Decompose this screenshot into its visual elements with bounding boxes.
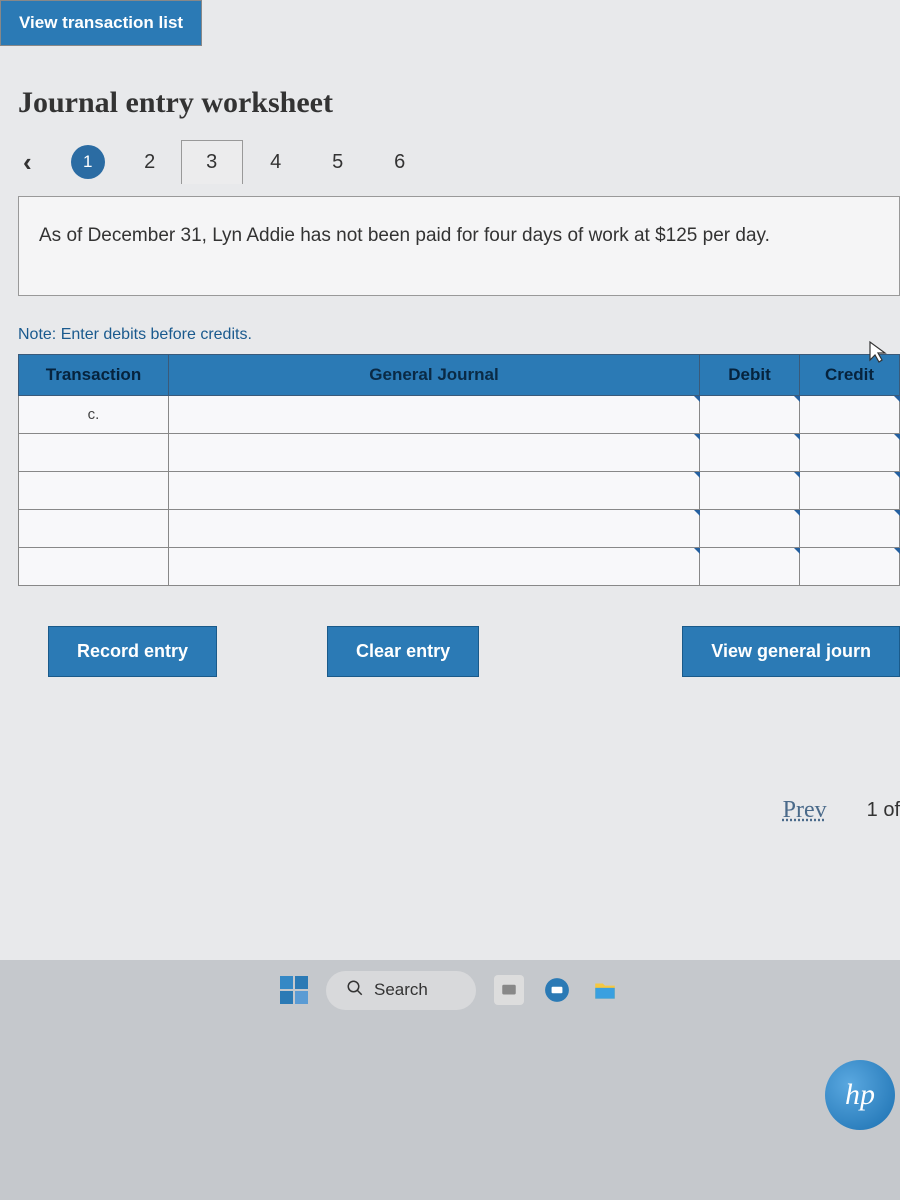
tab-1-label: 1 [71,145,105,179]
cell-credit[interactable] [800,510,900,548]
tab-2[interactable]: 2 [119,140,181,184]
tab-1[interactable]: 1 [57,140,119,184]
dropdown-marker-icon [894,472,900,479]
cursor-icon [866,340,890,371]
cell-credit[interactable] [800,548,900,586]
cell-general-journal[interactable] [169,434,700,472]
cell-debit[interactable] [700,472,800,510]
table-row [19,548,900,586]
tab-5[interactable]: 5 [307,140,369,184]
cell-general-journal[interactable] [169,396,700,434]
cell-credit[interactable] [800,396,900,434]
cell-debit[interactable] [700,510,800,548]
windows-start-icon[interactable] [280,976,308,1004]
note-text: Note: Enter debits before credits. [18,326,900,344]
view-transaction-list-button[interactable]: View transaction list [0,0,202,46]
prompt-text: As of December 31, Lyn Addie has not bee… [39,222,879,251]
pager-position: 1 of [867,799,900,822]
journal-table: Transaction General Journal Debit Credit… [18,354,900,586]
prev-link[interactable]: Prev [783,797,827,824]
dropdown-marker-icon [894,510,900,517]
table-row [19,434,900,472]
dropdown-marker-icon [894,434,900,441]
hp-logo-icon: hp [825,1060,895,1130]
th-debit: Debit [700,355,800,396]
th-general-journal: General Journal [169,355,700,396]
taskbar-app-icon[interactable] [494,975,524,1005]
cell-transaction[interactable] [19,434,169,472]
clear-entry-button[interactable]: Clear entry [327,626,479,677]
cell-transaction[interactable]: c. [19,396,169,434]
tab-6[interactable]: 6 [369,140,431,184]
cell-transaction[interactable] [19,472,169,510]
tab-3[interactable]: 3 [181,140,243,184]
cell-debit[interactable] [700,434,800,472]
taskbar: Search [0,960,900,1020]
dropdown-marker-icon [894,396,900,403]
dropdown-marker-icon [894,548,900,555]
cell-credit[interactable] [800,472,900,510]
tabs-row: ‹ 1 2 3 4 5 6 [18,140,900,184]
table-row [19,510,900,548]
cell-transaction[interactable] [19,510,169,548]
view-general-journal-button[interactable]: View general journ [682,626,900,677]
th-transaction: Transaction [19,355,169,396]
cell-transaction[interactable] [19,548,169,586]
pager: Prev 1 of [18,797,900,824]
search-icon [346,979,364,1002]
cell-credit[interactable] [800,434,900,472]
cell-debit[interactable] [700,548,800,586]
tab-4[interactable]: 4 [245,140,307,184]
button-row: Record entry Clear entry View general jo… [18,626,900,677]
chevron-left-icon[interactable]: ‹ [18,142,37,183]
taskbar-search[interactable]: Search [326,971,476,1010]
cell-general-journal[interactable] [169,472,700,510]
record-entry-button[interactable]: Record entry [48,626,217,677]
cell-debit[interactable] [700,396,800,434]
cell-general-journal[interactable] [169,510,700,548]
search-placeholder: Search [374,980,428,1000]
table-row [19,472,900,510]
page-title: Journal entry worksheet [18,86,900,120]
taskbar-explorer-icon[interactable] [590,975,620,1005]
cell-general-journal[interactable] [169,548,700,586]
taskbar-chat-icon[interactable] [542,975,572,1005]
prompt-box: As of December 31, Lyn Addie has not bee… [18,196,900,296]
table-row: c. [19,396,900,434]
